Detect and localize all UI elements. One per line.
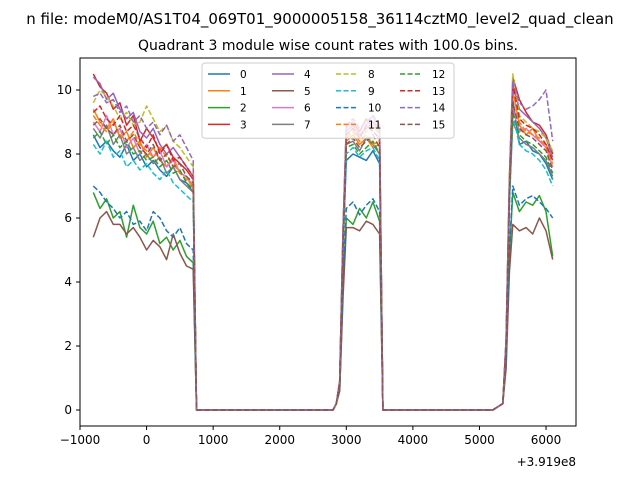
legend-label-14: 14 [432,103,446,115]
x-offset-label: +3.919e8 [517,455,576,469]
series-line-0 [92,98,554,411]
series-layer [92,73,554,411]
y-tick-label: 0 [64,403,72,417]
legend-label-11: 11 [368,119,381,131]
legend-label-4: 4 [304,69,311,81]
x-tick-label: 2000 [264,433,295,447]
legend-label-2: 2 [240,103,247,115]
axes-layer: −1000 0 1000 2000 3000 4000 5000 6000 0 2 4 6 8 10 [57,83,562,447]
x-tick-label: 3000 [331,433,362,447]
legend-label-0: 0 [240,69,247,81]
y-tick-label: 2 [64,339,72,353]
series-line-6 [92,108,554,411]
legend-label-12: 12 [432,69,445,81]
chart-title: Quadrant 3 module wise count rates with … [138,38,518,54]
series-line-10 [92,185,554,411]
x-tick-label: −1000 [60,433,101,447]
legend-label-1: 1 [240,86,247,98]
x-tick-label: 1000 [198,433,229,447]
legend-label-15: 15 [432,119,445,131]
series-line-15 [92,102,554,411]
y-tick-label: 4 [64,275,72,289]
legend-label-10: 10 [368,103,381,115]
y-tick-label: 10 [57,83,72,97]
figure-suptitle: n file: modeM0/AS1T04_069T01_9000005158_… [26,10,613,29]
series-line-2 [92,191,554,411]
y-tick-label: 6 [64,211,72,225]
legend-label-8: 8 [368,69,375,81]
y-tick-label: 8 [64,147,72,161]
plot-frame [79,57,577,427]
legend-label-7: 7 [304,119,311,131]
legend-label-13: 13 [432,86,445,98]
series-line-9 [92,114,554,411]
x-tick-label: 6000 [531,433,562,447]
legend-label-5: 5 [304,86,311,98]
legend-box [201,62,455,139]
x-tick-label: 5000 [464,433,495,447]
legend-label-3: 3 [240,119,247,131]
legend-label-6: 6 [304,103,311,115]
legend-label-9: 9 [368,86,375,98]
x-tick-label: 0 [143,433,151,447]
x-tick-label: 4000 [398,433,429,447]
